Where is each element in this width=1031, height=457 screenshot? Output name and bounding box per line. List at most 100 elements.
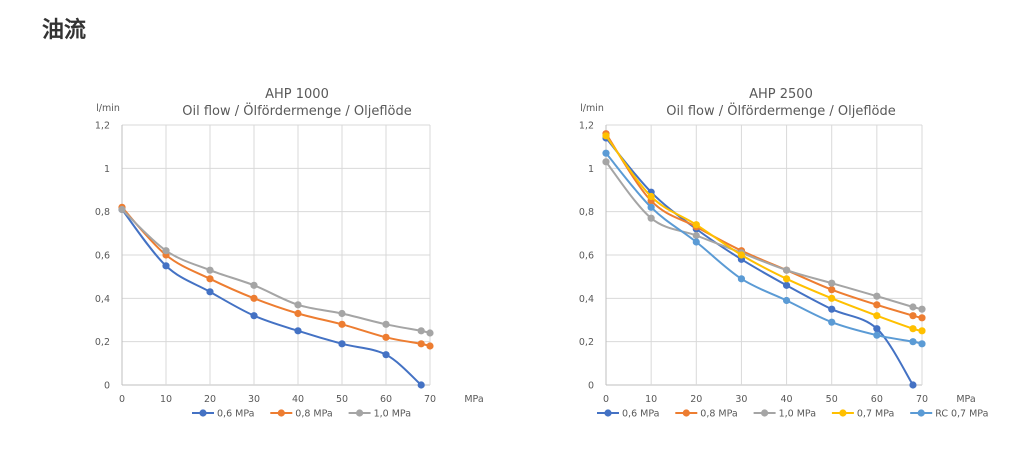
- legend-label: RC 0,7 MPa: [935, 409, 988, 420]
- data-point: [647, 192, 655, 201]
- data-point: [647, 203, 655, 211]
- data-point: [426, 342, 434, 350]
- data-point: [602, 149, 610, 157]
- data-point: [828, 279, 836, 287]
- data-point: [206, 275, 214, 283]
- data-point: [692, 238, 700, 246]
- data-point: [909, 303, 917, 311]
- x-tick-label: 10: [645, 394, 657, 405]
- y-axis-label: l/min: [580, 103, 604, 114]
- chart-title: AHP 1000: [265, 87, 329, 102]
- data-point: [737, 275, 746, 283]
- series-line: [605, 135, 923, 332]
- data-point: [118, 205, 126, 214]
- y-tick-label: 1,2: [95, 121, 110, 132]
- y-tick-label: 0,6: [95, 251, 110, 262]
- series-line: [121, 208, 422, 386]
- y-tick-label: 1,2: [579, 121, 594, 132]
- x-tick-label: 0: [603, 394, 609, 405]
- data-point: [417, 327, 425, 335]
- x-tick-label: 20: [690, 394, 702, 405]
- data-point: [873, 325, 881, 333]
- data-point: [918, 327, 926, 335]
- data-point: [647, 214, 655, 222]
- legend-swatch-marker: [199, 409, 207, 417]
- x-tick-label: 30: [735, 394, 747, 405]
- data-point: [918, 340, 926, 348]
- data-point: [162, 262, 170, 270]
- x-axis-label: MPa: [956, 394, 975, 405]
- data-point: [382, 320, 390, 328]
- legend-label: 0,6 MPa: [217, 409, 254, 420]
- legend-label: 0,7 MPa: [857, 409, 894, 420]
- data-point: [828, 318, 836, 326]
- data-point: [602, 132, 610, 140]
- data-point: [782, 275, 791, 283]
- legend-swatch-marker: [682, 409, 690, 417]
- legend-label: 1,0 MPa: [374, 409, 411, 420]
- data-point: [909, 312, 917, 320]
- data-point: [909, 338, 917, 346]
- x-tick-label: 30: [248, 394, 260, 405]
- data-point: [692, 231, 700, 240]
- data-point: [417, 381, 425, 389]
- y-tick-label: 0: [588, 381, 594, 392]
- legend-label: 0,6 MPa: [622, 409, 659, 420]
- data-point: [162, 247, 170, 255]
- legend-swatch-marker: [761, 409, 769, 417]
- x-tick-label: 20: [204, 394, 216, 405]
- y-tick-label: 1: [104, 164, 110, 175]
- x-tick-label: 40: [781, 394, 793, 405]
- y-tick-label: 0,4: [579, 294, 594, 305]
- data-point: [417, 340, 425, 348]
- legend-swatch-marker: [604, 409, 612, 417]
- x-tick-label: 10: [160, 394, 172, 405]
- data-point: [909, 325, 917, 333]
- legend-label: 1,0 MPa: [779, 409, 816, 420]
- y-tick-label: 1: [588, 164, 594, 175]
- y-tick-label: 0,8: [579, 207, 594, 218]
- data-point: [873, 292, 881, 300]
- chart-subtitle: Oil flow / Ölfördermenge / Oljeflöde: [666, 102, 896, 119]
- y-tick-label: 0,6: [579, 251, 594, 262]
- data-point: [338, 340, 346, 348]
- x-tick-label: 0: [119, 394, 125, 405]
- series-line: [605, 161, 923, 311]
- x-tick-label: 40: [292, 394, 304, 405]
- data-point: [338, 309, 346, 318]
- data-point: [250, 281, 258, 289]
- data-point: [206, 266, 214, 274]
- data-point: [602, 158, 610, 166]
- x-tick-label: 60: [380, 394, 392, 405]
- y-tick-label: 0: [104, 381, 110, 392]
- legend-label: 0,8 MPa: [700, 409, 737, 420]
- y-tick-label: 0,2: [95, 337, 110, 348]
- x-tick-label: 50: [336, 394, 348, 405]
- data-point: [737, 251, 746, 259]
- legend-swatch-marker: [839, 409, 847, 417]
- y-tick-label: 0,4: [95, 294, 110, 305]
- page-heading: 油流: [42, 18, 87, 43]
- data-point: [250, 294, 258, 302]
- data-point: [338, 320, 346, 328]
- data-point: [918, 314, 926, 322]
- chart-title: AHP 2500: [749, 87, 813, 102]
- data-point: [828, 286, 836, 294]
- x-axis-label: MPa: [464, 394, 483, 405]
- data-point: [828, 305, 836, 313]
- data-point: [294, 301, 302, 309]
- data-point: [782, 296, 791, 305]
- data-point: [206, 288, 214, 296]
- legend-swatch-marker: [356, 409, 364, 417]
- data-point: [909, 381, 917, 389]
- series-line: [121, 208, 431, 334]
- data-point: [382, 351, 390, 359]
- data-point: [782, 266, 791, 274]
- x-tick-label: 70: [916, 394, 928, 405]
- data-point: [692, 221, 700, 229]
- legend-label: 0,8 MPa: [295, 409, 332, 420]
- data-point: [873, 312, 881, 320]
